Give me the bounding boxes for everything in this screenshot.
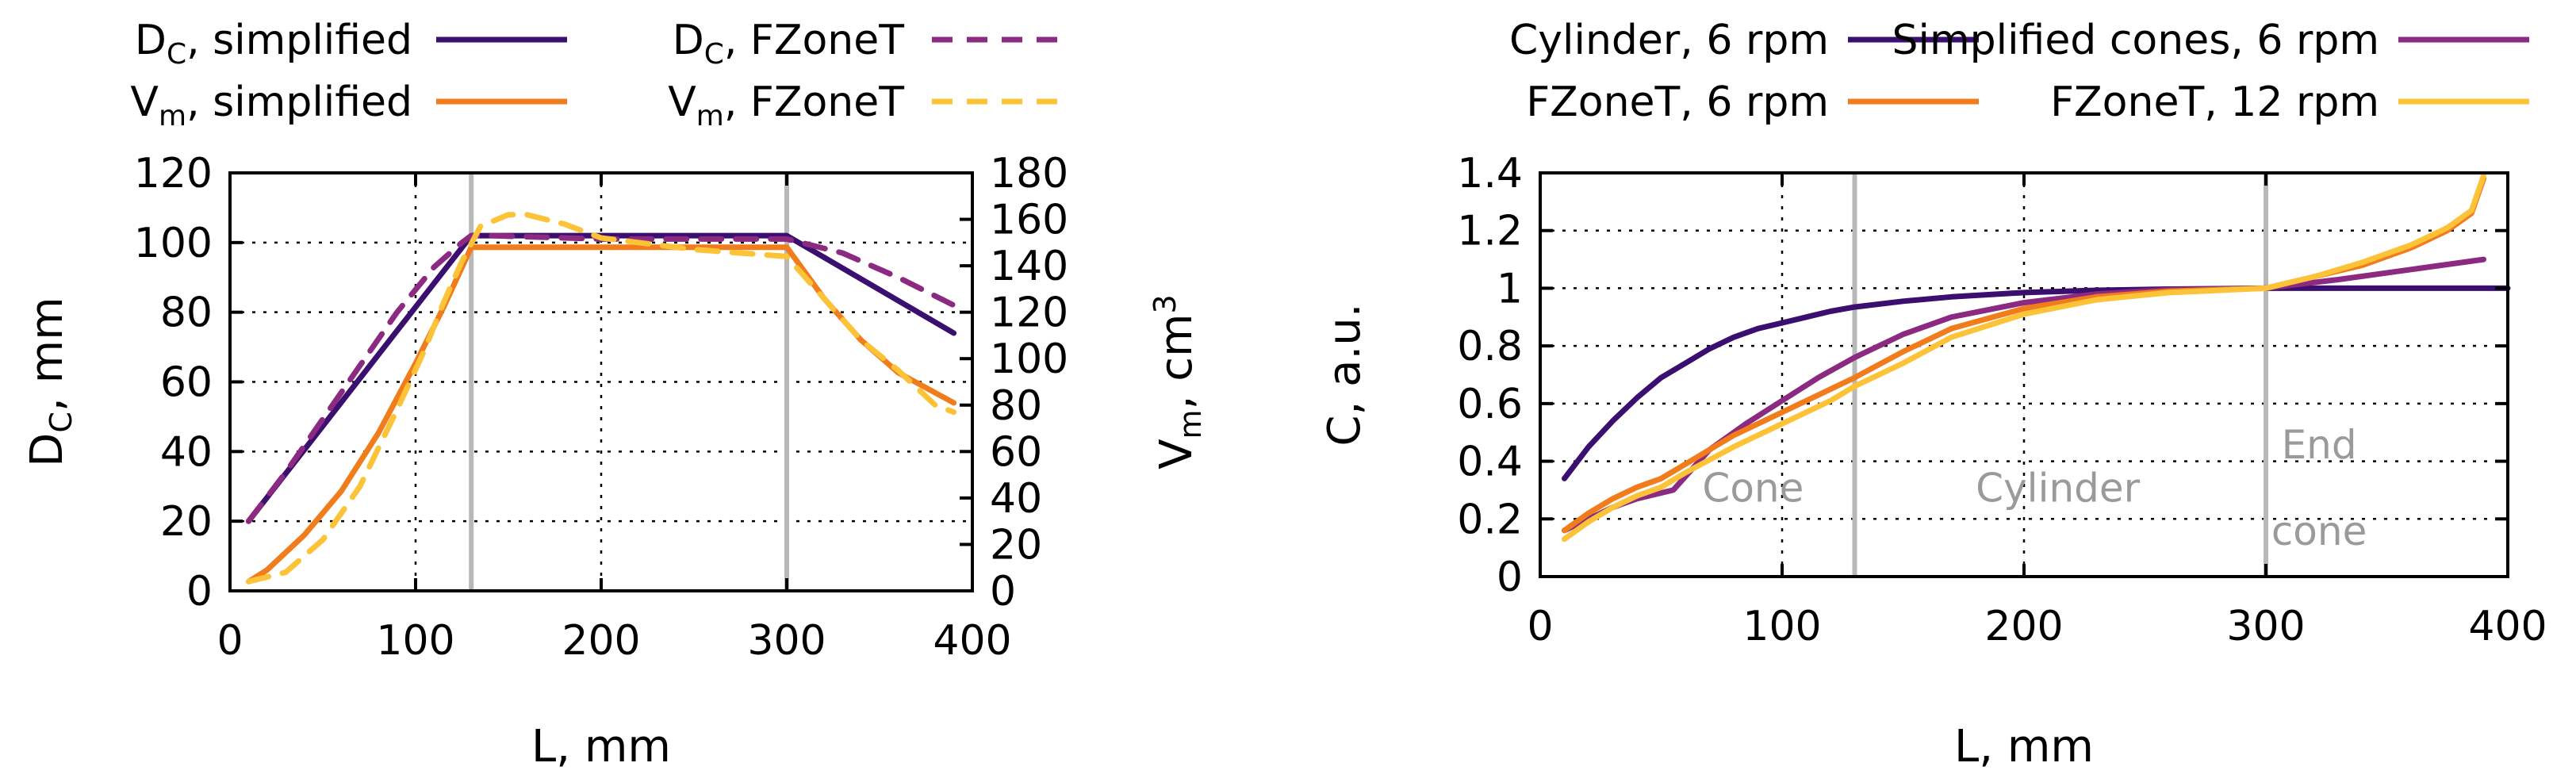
y-tick-label-20: 20 [160, 498, 213, 546]
legend-label-1: Cylinder, 6 rpm [1509, 17, 1829, 64]
legend: DC, simplified DC, FZoneT Vm, simplified Vm… [130, 17, 1063, 132]
y-axis-label: DC, mm [21, 297, 79, 466]
legend-label-2: DC, FZoneT [673, 17, 905, 71]
y2-tick-label-20: 20 [990, 521, 1042, 569]
x-tick-label-0: 0 [217, 617, 243, 665]
legend-label-4: Vm, FZoneT [668, 79, 904, 132]
series-line-1 [245, 232, 957, 524]
y-tick-label-100: 100 [134, 220, 213, 267]
region-label-end: End [2282, 422, 2357, 468]
y2-tick-label-0: 0 [990, 568, 1016, 615]
y2-tick-label-120: 120 [990, 289, 1068, 337]
y2-tick-label-140: 140 [990, 243, 1068, 290]
x-axis-label: L, mm [531, 721, 671, 772]
legend: Cylinder, 6 rpm Simplified cones, 6 rpm FZ… [1509, 17, 2529, 126]
y-tick-label-1: 1 [1497, 265, 1523, 312]
region-label-cylinder: Cylinder [1976, 465, 2140, 511]
x-tick-label-100: 100 [1742, 603, 1821, 650]
series-line-2 [245, 232, 957, 524]
y-tick-label-120: 120 [134, 150, 213, 197]
legend-label-1: DC, simplified [135, 17, 412, 71]
legend-label-2: Simplified cones, 6 rpm [1892, 17, 2379, 64]
x-tick-label-100: 100 [376, 617, 454, 665]
x-tick-label-200: 200 [1984, 603, 2063, 650]
x-tick-label-400: 400 [2468, 603, 2547, 650]
y-tick-label-60: 60 [160, 359, 213, 407]
y-tick-label-0: 0 [1497, 554, 1523, 601]
x-tick-label-400: 400 [933, 617, 1011, 665]
y2-tick-label-40: 40 [990, 475, 1042, 523]
y-tick-label-0.8: 0.8 [1457, 323, 1523, 370]
region-label-cone: Cone [1702, 465, 1804, 511]
series-line-4 [245, 212, 957, 585]
y2-axis-label: Vm, cm3 [1148, 294, 1208, 469]
chart-panel-2: 0 100 200 300 400 0 0.2 0.4 0.6 0.8 1 1.2 1.4 L, mm C,… [1319, 17, 2547, 772]
x-tick-label-300: 300 [2226, 603, 2305, 650]
x-tick-label-200: 200 [562, 617, 640, 665]
y-tick-label-0: 0 [186, 568, 213, 615]
y-tick-label-80: 80 [160, 289, 213, 337]
x-tick-label-0: 0 [1527, 603, 1553, 650]
y2-tick-label-80: 80 [990, 382, 1042, 430]
y2-tick-label-60: 60 [990, 428, 1042, 476]
y-tick-label-40: 40 [160, 428, 213, 476]
x-axis-label: L, mm [1954, 721, 2094, 772]
y-tick-label-1.2: 1.2 [1457, 208, 1523, 255]
y2-tick-label-180: 180 [990, 150, 1068, 197]
y-tick-label-0.4: 0.4 [1457, 439, 1523, 486]
legend-label-3: Vm, simplified [130, 79, 412, 132]
y2-tick-label-100: 100 [990, 335, 1068, 383]
region-label-cone: cone [2271, 508, 2367, 554]
y-tick-label-0.2: 0.2 [1457, 496, 1523, 543]
series-line-4 [1562, 173, 2486, 542]
y-tick-label-1.4: 1.4 [1457, 150, 1523, 197]
y-tick-label-0.6: 0.6 [1457, 381, 1523, 428]
y-axis-label: C, a.u. [1319, 303, 1370, 446]
chart-panel-1: 0 100 200 300 400020406080100120020406080100… [21, 17, 1208, 772]
y2-tick-label-160: 160 [990, 197, 1068, 244]
series-line-1 [1562, 285, 2511, 481]
x-tick-label-300: 300 [747, 617, 826, 665]
legend-label-3: FZoneT, 6 rpm [1526, 79, 1829, 126]
legend-label-4: FZoneT, 12 rpm [2050, 79, 2379, 126]
